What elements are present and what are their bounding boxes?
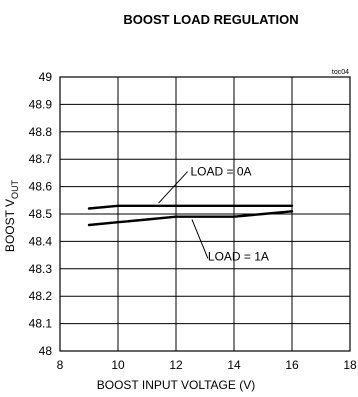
x-tick-label: 12 — [169, 358, 183, 372]
x-tick-label: 18 — [343, 358, 357, 372]
series-annotations: LOAD = 0A LOAD = 1A — [158, 165, 269, 264]
y-tick-label: 48.1 — [29, 317, 53, 331]
y-tick-label: 48 — [39, 344, 53, 358]
x-tick-labels: 8 10 12 14 16 18 — [57, 358, 357, 372]
y-tick-label: 48.8 — [29, 125, 53, 139]
series-line-0 — [87, 204, 294, 210]
y-axis-label: BOOST VOUT — [3, 179, 20, 252]
leader-line-load-1a — [191, 219, 209, 259]
plot-frame — [59, 76, 351, 352]
y-tick-label: 48.6 — [29, 180, 53, 194]
y-tick-label: 48.9 — [29, 97, 53, 111]
x-tick-label: 10 — [111, 358, 125, 372]
series-lines — [87, 204, 294, 227]
y-tick-label: 48.3 — [29, 262, 53, 276]
x-tick-label: 8 — [57, 358, 64, 372]
y-axis-label-main: BOOST V — [3, 199, 17, 252]
y-tick-label: 48.2 — [29, 289, 53, 303]
y-tick-label: 49 — [39, 70, 53, 84]
chart-title: BOOST LOAD REGULATION — [123, 12, 298, 27]
grid-lines — [59, 76, 351, 352]
leader-line-load-0a — [158, 171, 188, 204]
y-tick-label: 48.4 — [29, 234, 53, 248]
series-line-1 — [87, 210, 294, 227]
y-axis-label-subscript: OUT — [10, 179, 20, 199]
y-tick-labels: 48 48.1 48.2 48.3 48.4 48.5 48.6 48.7 48.8 48.9 49 — [29, 70, 53, 358]
y-tick-label: 48.7 — [29, 152, 53, 166]
annotation-load-1a: LOAD = 1A — [208, 250, 269, 264]
x-axis-label: BOOST INPUT VOLTAGE (V) — [97, 378, 255, 392]
x-tick-label: 14 — [227, 358, 241, 372]
chart-tag: toc04 — [332, 69, 349, 76]
y-tick-label: 48.5 — [29, 207, 53, 221]
x-tick-label: 16 — [285, 358, 299, 372]
annotation-load-0a: LOAD = 0A — [191, 165, 252, 179]
